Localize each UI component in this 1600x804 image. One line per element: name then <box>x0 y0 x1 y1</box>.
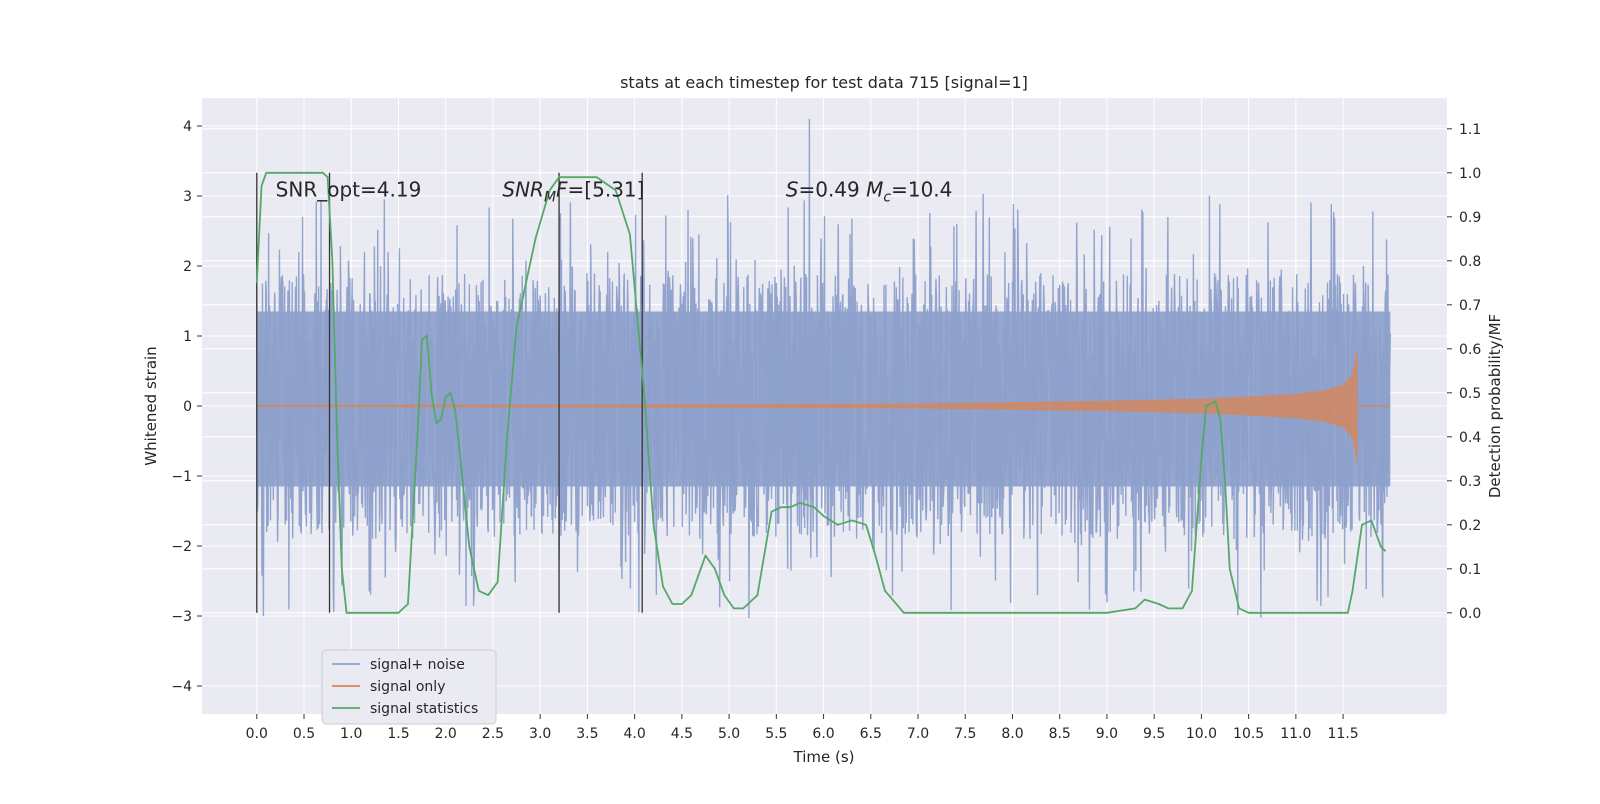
x-tick-label-7: 3.5 <box>576 726 598 742</box>
y-right-tick-label-0: 0.0 <box>1459 606 1481 622</box>
y-tick-label-7: 3 <box>183 189 192 205</box>
y-tick-label-6: 2 <box>183 259 192 275</box>
y-tick-label-2: −2 <box>171 539 192 555</box>
annotation-2-part-2: M <box>866 178 883 202</box>
y-right-tick-label-3: 0.3 <box>1459 474 1481 490</box>
x-tick-label-1: 0.5 <box>293 726 315 742</box>
x-tick-label-6: 3.0 <box>529 726 551 742</box>
x-axis-label: Time (s) <box>793 748 855 766</box>
x-tick-label-21: 10.5 <box>1233 726 1264 742</box>
y-axis-label: Whitened strain <box>142 346 160 465</box>
series-signal-only <box>256 349 1391 463</box>
x-tick-label-19: 9.5 <box>1143 726 1165 742</box>
x-tick-label-13: 6.5 <box>860 726 882 742</box>
y-tick-label-8: 4 <box>183 119 192 135</box>
y-right-tick-label-8: 0.8 <box>1459 254 1481 270</box>
legend-label-signal: signal only <box>370 679 445 695</box>
annotation-1-part-1: M <box>544 190 556 206</box>
x-tick-label-5: 2.5 <box>482 726 504 742</box>
y-tick-label-1: −3 <box>171 609 192 625</box>
x-tick-label-16: 8.0 <box>1001 726 1023 742</box>
x-tick-label-17: 8.5 <box>1049 726 1071 742</box>
annotation-2-part-0: S <box>786 178 799 202</box>
x-tick-label-23: 11.5 <box>1328 726 1359 742</box>
annotation-2: S=0.49 Mc=10.4 <box>786 178 953 206</box>
x-tick-label-10: 5.0 <box>718 726 740 742</box>
legend-label-noise: signal+ noise <box>370 657 465 673</box>
annotation-1-part-0: SNR <box>502 178 544 202</box>
y-right-tick-label-4: 0.4 <box>1459 430 1481 446</box>
annotation-2-part-4: =10.4 <box>891 178 952 202</box>
y-tick-label-4: 0 <box>183 399 192 415</box>
annotation-0-part-0: SNR_opt=4.19 <box>276 178 422 202</box>
x-tick-label-0: 0.0 <box>246 726 268 742</box>
annotation-2-part-1: =0.49 <box>798 178 866 202</box>
y-right-tick-label-10: 1.0 <box>1459 166 1481 182</box>
x-tick-label-3: 1.5 <box>387 726 409 742</box>
x-tick-label-4: 2.0 <box>435 726 457 742</box>
axes: 0.0 0.5 1.0 1.5 2.0 2.5 3.0 3.5 4.0 4.5 5.0 5.5 6.0 6… <box>171 119 1481 742</box>
annotation-0: SNR_opt=4.19 <box>276 178 422 202</box>
x-tick-label-12: 6.0 <box>812 726 834 742</box>
y-right-tick-label-5: 0.5 <box>1459 386 1481 402</box>
y-right-tick-label-6: 0.6 <box>1459 342 1481 358</box>
noise-line <box>256 118 1392 619</box>
x-tick-label-2: 1.0 <box>340 726 362 742</box>
y-right-tick-label-1: 0.1 <box>1459 562 1481 578</box>
legend-box <box>321 649 497 725</box>
signal-envelope <box>256 349 1358 463</box>
x-tick-label-11: 5.5 <box>765 726 787 742</box>
annotation-1-part-3: =[5.31] <box>568 178 645 202</box>
y-tick-label-3: −1 <box>171 469 192 485</box>
y-right-tick-label-7: 0.7 <box>1459 298 1481 314</box>
x-tick-label-8: 4.0 <box>623 726 645 742</box>
x-tick-label-18: 9.0 <box>1096 726 1118 742</box>
annotations: SNR_opt=4.19 SNRMF=[5.31] S=0.49 Mc=10.4 <box>276 178 953 206</box>
x-tick-label-15: 7.5 <box>954 726 976 742</box>
y-right-tick-label-11: 1.1 <box>1459 122 1481 138</box>
x-tick-label-9: 4.5 <box>671 726 693 742</box>
x-tick-label-20: 10.0 <box>1186 726 1217 742</box>
annotation-2-part-3: c <box>883 190 891 206</box>
series-signal-statistics <box>255 171 1387 614</box>
x-tick-label-22: 11.0 <box>1280 726 1311 742</box>
annotation-1: SNRMF=[5.31] <box>502 178 644 206</box>
y-right-tick-label-2: 0.2 <box>1459 518 1481 534</box>
legend-label-stat: signal statistics <box>370 701 478 717</box>
y-right-tick-label-9: 0.9 <box>1459 210 1481 226</box>
y-axis-label-right: Detection probability/MF <box>1486 314 1504 498</box>
chart-title: stats at each timestep for test data 715… <box>620 73 1028 92</box>
legend: signal+ noise signal only signal statist… <box>321 649 497 725</box>
annotation-1-part-2: F <box>556 178 568 202</box>
stat-line <box>255 171 1387 614</box>
marker-lines <box>256 172 643 613</box>
y-tick-label-0: −4 <box>171 679 192 695</box>
x-tick-label-14: 7.0 <box>907 726 929 742</box>
y-tick-label-5: 1 <box>183 329 192 345</box>
